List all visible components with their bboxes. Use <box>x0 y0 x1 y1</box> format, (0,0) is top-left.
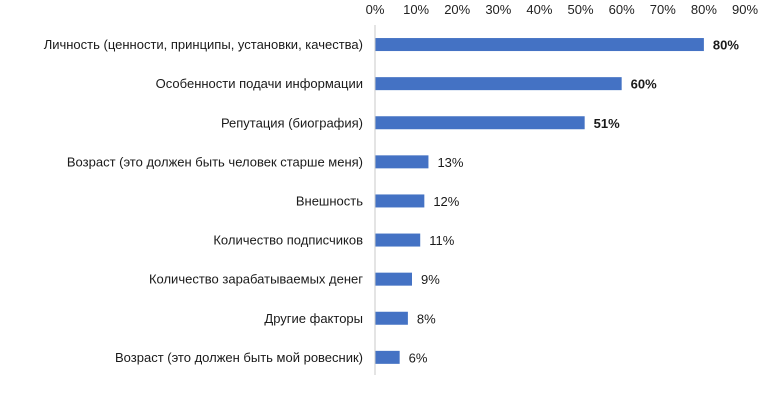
value-labels: 80% 60% 51% 13% 12% 11% 9% 8% 6% <box>409 38 740 366</box>
bars <box>375 38 704 364</box>
data-label: 6% <box>409 350 428 365</box>
category-label: Личность (ценности, принципы, установки,… <box>44 37 363 52</box>
x-tick-label: 70% <box>650 2 676 17</box>
data-label: 11% <box>429 233 454 248</box>
category-label: Возраст (это должен быть человек старше … <box>67 154 363 169</box>
x-tick-label: 50% <box>568 2 594 17</box>
category-label: Другие факторы <box>264 311 363 326</box>
bar <box>375 155 429 169</box>
data-label: 60% <box>631 77 657 92</box>
category-label: Количество подписчиков <box>213 233 363 248</box>
bar <box>375 38 704 52</box>
category-label: Количество зарабатываемых денег <box>149 272 363 287</box>
category-labels: Личность (ценности, принципы, установки,… <box>44 37 364 365</box>
x-tick-label: 20% <box>444 2 470 17</box>
x-tick-label: 80% <box>691 2 717 17</box>
bar <box>375 350 400 364</box>
bar <box>375 311 408 325</box>
bar <box>375 233 421 247</box>
data-label: 80% <box>713 38 739 53</box>
data-label: 9% <box>421 272 440 287</box>
x-tick-label: 0% <box>366 2 385 17</box>
bar <box>375 194 425 208</box>
bar <box>375 77 622 91</box>
bar <box>375 272 412 286</box>
data-label: 8% <box>417 311 436 326</box>
data-label: 51% <box>594 116 620 131</box>
data-label: 12% <box>433 194 459 209</box>
category-label: Особенности подачи информации <box>156 76 363 91</box>
data-label: 13% <box>437 155 463 170</box>
x-tick-label: 40% <box>526 2 552 17</box>
x-tick-label: 60% <box>609 2 635 17</box>
x-tick-label: 30% <box>485 2 511 17</box>
category-label: Возраст (это должен быть мой ровесник) <box>115 350 363 365</box>
x-axis-ticks: 0% 10% 20% 30% 40% 50% 60% 70% 80% 90% <box>366 2 759 17</box>
category-label: Внешность <box>296 193 363 208</box>
x-tick-label: 10% <box>403 2 429 17</box>
category-label: Репутация (биография) <box>221 115 363 130</box>
bar <box>375 116 585 130</box>
x-tick-label: 90% <box>732 2 758 17</box>
